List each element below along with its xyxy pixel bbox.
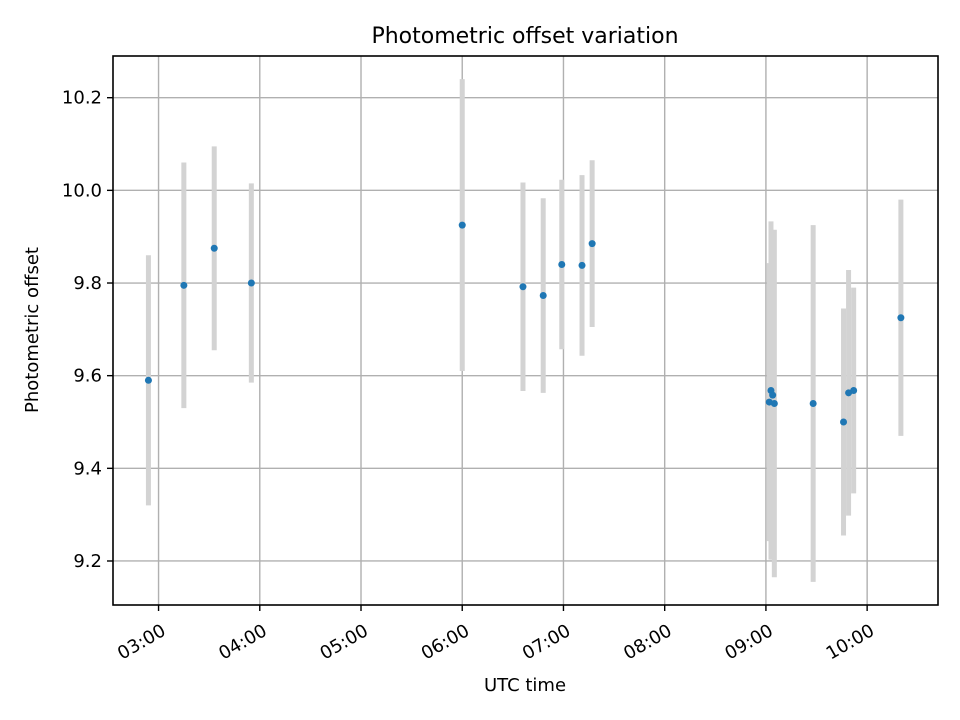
data-points (144, 221, 905, 426)
data-point (770, 399, 778, 407)
data-point (519, 283, 527, 291)
data-point (809, 399, 817, 407)
y-tick-label: 9.6 (73, 366, 102, 387)
y-tick-label: 9.2 (73, 551, 102, 572)
data-point (578, 261, 586, 269)
y-tick-label: 10.2 (62, 88, 102, 109)
chart-title: Photometric offset variation (371, 24, 678, 49)
data-point (210, 244, 218, 252)
data-point (539, 292, 547, 300)
data-point (558, 260, 566, 268)
data-point (458, 221, 466, 229)
y-tick-label: 10.0 (62, 180, 102, 201)
y-tick-label: 9.4 (73, 458, 102, 479)
y-axis-label: Photometric offset (22, 247, 43, 413)
data-point (850, 386, 858, 394)
data-point (588, 240, 596, 248)
data-point (840, 418, 848, 426)
data-point (247, 279, 255, 287)
data-point (180, 281, 188, 289)
data-point (897, 314, 905, 322)
data-point (144, 376, 152, 384)
y-tick-label: 9.8 (73, 273, 102, 294)
x-axis-label: UTC time (484, 675, 566, 696)
plot-frame (112, 55, 939, 606)
data-point (769, 391, 777, 399)
